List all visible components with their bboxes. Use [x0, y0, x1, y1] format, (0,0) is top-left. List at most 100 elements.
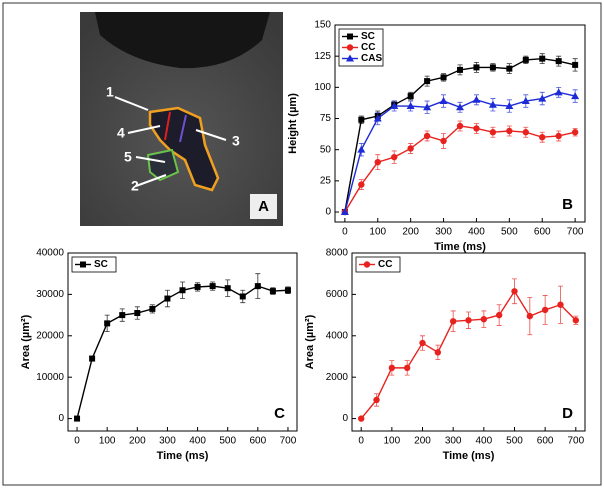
y-tick-label: 0 [325, 207, 331, 218]
x-tick-label: 0 [342, 227, 348, 238]
y-tick-label: 10000 [36, 372, 64, 383]
marker [571, 129, 579, 136]
x-axis-label: Time (ms) [443, 450, 495, 462]
marker [539, 55, 546, 62]
marker [104, 320, 111, 327]
marker [373, 114, 382, 122]
marker [456, 103, 464, 111]
marker [209, 283, 216, 290]
marker [495, 311, 503, 319]
legend-box [355, 256, 401, 273]
plot-frame [67, 252, 298, 432]
x-tick-label: 500 [501, 227, 518, 238]
marker [194, 283, 201, 290]
cc-line [164, 111, 171, 141]
x-tick-label: 200 [129, 436, 146, 447]
marker [254, 283, 261, 290]
marker [284, 287, 291, 294]
cas-outline [146, 148, 180, 182]
panel-label: A [258, 198, 269, 215]
x-tick-label: 200 [414, 436, 431, 447]
marker [358, 181, 365, 188]
y-tick-label: 20000 [36, 330, 64, 341]
x-tick-label: 700 [567, 436, 584, 447]
marker [407, 93, 414, 100]
marker [511, 288, 518, 295]
image-label: 2 [131, 178, 139, 194]
marker [119, 312, 126, 319]
x-tick-label: 200 [402, 227, 419, 238]
x-tick-label: 400 [189, 436, 206, 447]
x-tick-label: 100 [369, 227, 386, 238]
marker [358, 116, 365, 123]
marker [419, 339, 426, 347]
y-axis-label: Area (µm²) [20, 314, 32, 369]
x-tick-label: 400 [475, 436, 492, 447]
marker [439, 97, 448, 105]
marker [572, 317, 580, 324]
panel-label-box [266, 400, 293, 427]
y-tick-label: 30000 [36, 289, 64, 300]
x-tick-label: 600 [537, 436, 554, 447]
marker [80, 261, 86, 268]
x-tick-label: 300 [445, 436, 462, 447]
marker [506, 127, 513, 135]
marker [424, 78, 431, 85]
dark-region [95, 12, 270, 69]
image-panel: 1 2 3 4 5 A [80, 12, 283, 226]
marker [473, 125, 480, 132]
marker [457, 66, 463, 73]
marker [506, 65, 513, 72]
marker [539, 134, 546, 141]
marker [480, 316, 488, 323]
y-tick-label: 50 [320, 144, 332, 155]
y-axis-label: Area (µm²) [304, 314, 316, 369]
marker [554, 88, 563, 96]
marker [538, 94, 547, 102]
arrows [114, 96, 227, 187]
marker [541, 306, 549, 314]
x-tick-label: 500 [506, 436, 523, 447]
marker [423, 103, 432, 111]
marker [473, 64, 480, 71]
panel-label-box [250, 194, 277, 219]
x-tick-label: 300 [159, 436, 176, 447]
marker [522, 56, 529, 63]
marker [340, 208, 349, 216]
x-tick-label: 0 [74, 436, 80, 447]
legend-box [338, 28, 384, 67]
marker [74, 415, 81, 422]
x-tick-label: 100 [99, 436, 116, 447]
y-tick-label: 100 [314, 82, 331, 93]
plot-frame [351, 252, 586, 432]
marker [521, 97, 530, 105]
x-axis-label: Time (ms) [157, 450, 209, 462]
panel-label-box [554, 191, 581, 218]
marker [571, 92, 580, 100]
marker [488, 100, 497, 108]
marker [456, 122, 464, 130]
marker [164, 295, 171, 302]
marker [434, 349, 442, 356]
x-tick-label: 100 [384, 436, 401, 447]
marker [374, 158, 381, 166]
x-tick-label: 0 [358, 436, 364, 447]
marker [357, 145, 366, 153]
x-tick-label: 600 [249, 436, 266, 447]
x-tick-label: 600 [534, 227, 551, 238]
y-tick-label: 8000 [326, 248, 349, 259]
marker [465, 317, 472, 324]
marker [526, 312, 534, 320]
legend-label: CAS [361, 53, 382, 64]
marker [406, 102, 415, 110]
y-tick-label: 40000 [36, 248, 64, 259]
marker [346, 44, 354, 51]
marker [347, 33, 353, 40]
legend-label: CC [361, 42, 375, 53]
image-label: 5 [124, 149, 132, 165]
y-tick-label: 4000 [326, 330, 349, 341]
legend-box [71, 256, 117, 273]
y-tick-label: 75 [320, 113, 332, 124]
cas-line [179, 114, 187, 143]
marker [505, 102, 514, 110]
